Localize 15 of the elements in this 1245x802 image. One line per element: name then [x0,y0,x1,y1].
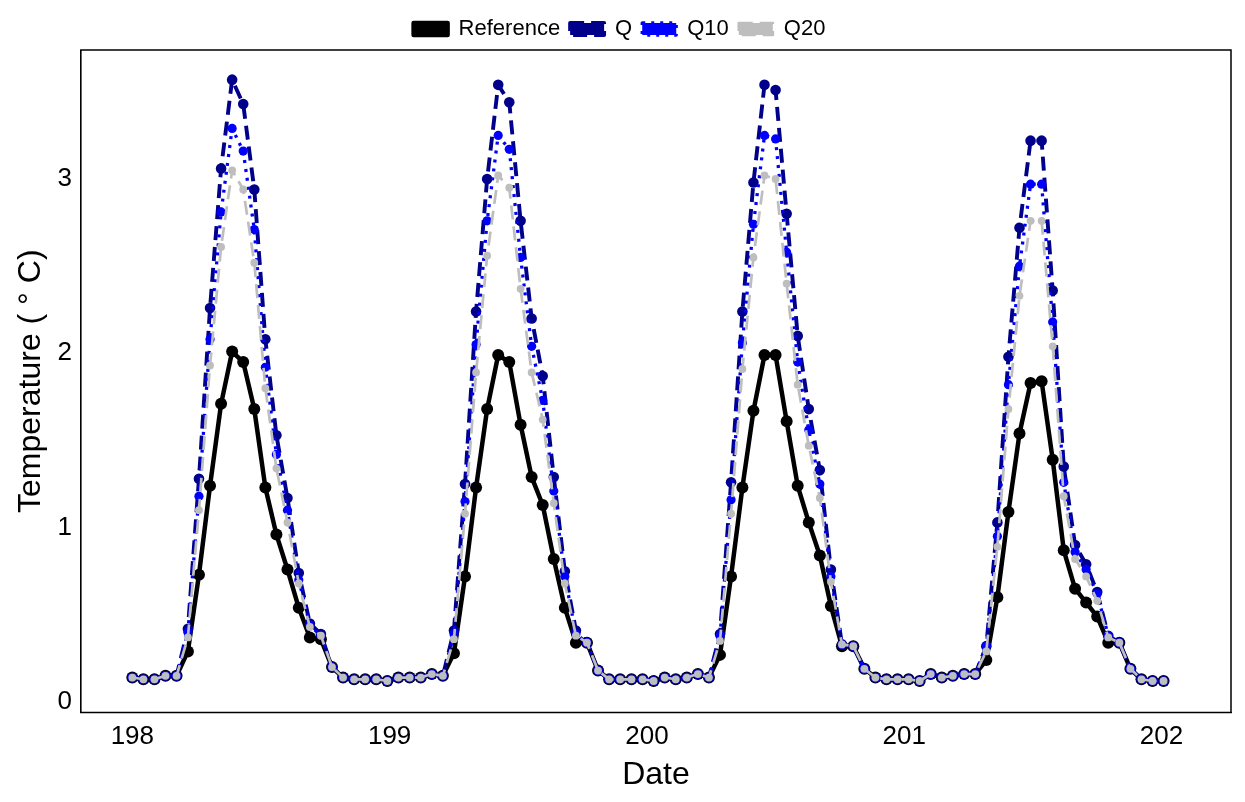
x-axis-title: Date [622,754,690,791]
y-tick-label: 3 [57,162,72,193]
y-tick-label: 2 [57,336,72,367]
x-tick-label: 199 [367,720,412,751]
x-tick-label: 200 [625,720,669,751]
legend-label: Q20 [783,15,826,41]
y-tick-label: 0 [57,685,72,716]
y-tick-label: 1 [57,510,72,541]
legend-label: Reference [458,15,561,41]
legend-label: Q10 [687,15,729,41]
x-tick-label: 198 [110,720,155,751]
x-tick-label: 201 [882,720,926,751]
y-axis-title: Temperature ( ° C) [11,249,48,513]
legend-label: Q [615,15,633,41]
x-tick-label: 202 [1139,720,1184,751]
